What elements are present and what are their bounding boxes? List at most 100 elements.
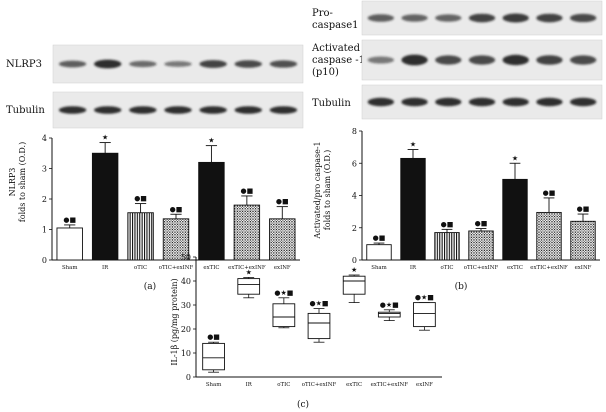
activated-caspase-band (401, 54, 428, 66)
chart-a-bar (162, 218, 190, 261)
nlrp3-band (269, 60, 298, 68)
chart-b-category-label: IR (410, 265, 417, 271)
chart-a-bar (198, 161, 225, 261)
chart-c-category-label: IR (246, 382, 253, 388)
chart-a-ytick-label: 4 (42, 134, 47, 143)
chart-b-ytick-label: 0 (352, 256, 357, 265)
tubulin-a-band (199, 106, 227, 114)
chart-b-ytick-label: 8 (352, 127, 357, 136)
chart-b-significance-marker: ●■ (475, 220, 488, 228)
chart-c-category-label: oTIC+exINF (302, 382, 337, 388)
chart-b-bar (502, 178, 528, 261)
blot-group-b: Pro- caspase1 Activated caspase -1 (p10)… (311, 0, 603, 120)
chart-c-ytick-label: 50 (181, 253, 191, 262)
chart-b-category-label: oTIC (440, 265, 453, 271)
chart-a-category-label: exTIC+exINF (228, 265, 266, 271)
procaspase-band (502, 13, 529, 23)
bar-chart-b: Activated/pro caspase-1 folds to sham (O… (313, 127, 600, 292)
chart-a-ytick-label: 0 (42, 256, 47, 265)
activated-caspase-band (536, 55, 563, 65)
chart-b-significance-marker: ●■ (543, 189, 556, 197)
chart-c-ytick-label: 10 (181, 349, 191, 358)
panel-label-c: (c) (297, 399, 309, 410)
chart-b-bar (400, 157, 426, 261)
procaspase-band (435, 14, 462, 22)
chart-a-significance-marker: ●■ (276, 198, 289, 206)
blot-label-procaspase-line2: caspase1 (312, 20, 358, 31)
procaspase-band (401, 14, 428, 22)
chart-a-significance-marker: ★ (208, 137, 214, 145)
chart-c-significance-marker: ●★■ (274, 289, 293, 297)
blot-tubulin-a-bands (58, 106, 298, 114)
blot-nlrp3-bands (58, 59, 298, 69)
blot-label-tubulin-b: Tubulin (312, 98, 351, 109)
chart-a-bar (91, 152, 119, 261)
chart-c-ytick-label: 0 (186, 373, 191, 382)
chart-a-significance-marker: ●■ (240, 187, 253, 195)
chart-a-ytick-label: 2 (42, 195, 47, 204)
tubulin-b-band (536, 97, 563, 107)
chart-c-ytick-label: 30 (181, 301, 191, 310)
tubulin-a-band (58, 106, 87, 114)
chart-b-bar (366, 244, 392, 261)
chart-b-significance-marker: ●■ (577, 205, 590, 213)
chart-b-category-label: exTIC+exINF (530, 265, 568, 271)
tubulin-b-band (401, 97, 428, 107)
nlrp3-band (129, 60, 157, 68)
panel-label-b: (b) (455, 281, 468, 292)
chart-b-significance-marker: ●■ (441, 220, 454, 228)
chart-c-ylabel: IL-1β (pg/mg protein) (170, 278, 179, 365)
chart-a-significance-marker: ●■ (134, 195, 147, 203)
blot-activated-bands (367, 54, 597, 66)
chart-c-box (413, 302, 436, 328)
chart-b-category-label: exINF (575, 265, 592, 271)
box-plot-c: IL-1β (pg/mg protein) 0 10 20 30 40 50 ●■ Sham… (170, 253, 442, 410)
chart-b-bar (570, 220, 596, 261)
chart-b-category-label: oTIC+exINF (464, 265, 499, 271)
tubulin-a-band (94, 106, 122, 114)
chart-a-significance-marker: ●■ (63, 216, 76, 224)
tubulin-a-band (129, 106, 157, 114)
chart-c-box (377, 311, 401, 318)
activated-caspase-band (435, 55, 462, 65)
chart-a-bar (233, 204, 261, 261)
chart-a-category-label: oTIC+exINF (159, 265, 194, 271)
tubulin-b-band (468, 97, 496, 107)
chart-c-category-label: exINF (416, 382, 433, 388)
blot-label-procaspase-line1: Pro- (312, 8, 333, 19)
blot-group-a: NLRP3 Tubulin (6, 44, 304, 129)
chart-c-ytick-label: 40 (181, 277, 191, 286)
blot-label-activated-line2: caspase -1 (312, 55, 365, 66)
tubulin-b-band (435, 97, 462, 107)
chart-c-significance-marker: ●■ (207, 333, 220, 341)
blot-tubulin-b-bands (367, 97, 597, 107)
chart-b-ylabel-line1: Activated/pro caspase-1 (313, 141, 322, 239)
chart-b-ytick-label: 2 (352, 224, 357, 233)
chart-b-category-label: exTIC (507, 265, 523, 271)
chart-b-category-label: Sham (371, 265, 387, 271)
bar-chart-a: NLRP3 folds to sham (O.D.) 0 1 2 3 4 ●■ Sham ★… (8, 134, 300, 292)
chart-c-box (307, 312, 331, 340)
chart-c-category-label: Sham (206, 382, 222, 388)
chart-b-significance-marker: ★ (512, 154, 518, 162)
chart-c-significance-marker: ●★■ (310, 300, 329, 308)
chart-b-bar (468, 230, 494, 261)
activated-caspase-band (468, 55, 496, 65)
chart-a-ylabel-line1: NLRP3 (8, 168, 17, 197)
chart-a-ylabel-line2: folds to sham (O.D.) (18, 142, 27, 222)
chart-a-category-label: IR (102, 265, 109, 271)
tubulin-a-band (164, 106, 192, 114)
activated-caspase-band (367, 56, 395, 64)
procaspase-band (468, 13, 496, 23)
procaspase-band (536, 13, 563, 23)
tubulin-a-band (269, 106, 298, 114)
chart-a-bar (127, 212, 154, 261)
tubulin-b-band (502, 97, 529, 107)
chart-a-category-label: oTIC (134, 265, 147, 271)
chart-a-bar (269, 218, 296, 261)
nlrp3-band (94, 59, 122, 69)
procaspase-band (367, 14, 395, 22)
nlrp3-band (234, 60, 262, 68)
chart-c-box (342, 275, 366, 295)
procaspase-band (569, 13, 597, 23)
